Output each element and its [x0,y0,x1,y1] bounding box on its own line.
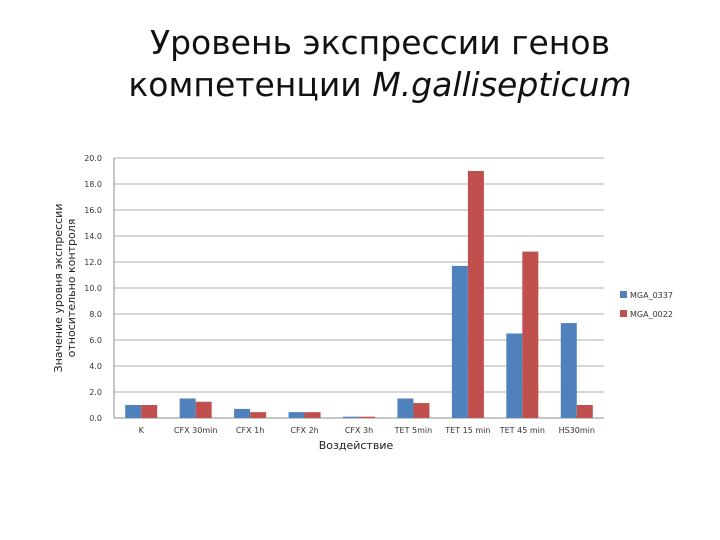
bar-mga-0337 [343,416,359,418]
title-line-2: компетенции M.gallisepticum [80,64,680,106]
bar-mga-0022 [467,171,484,418]
x-tick-label: TET 15 min [444,426,490,435]
x-axis-title: Воздействие [319,439,394,452]
bar-mga-0022 [304,412,321,418]
y-axis-title-line-1: Значение уровня экспрессии [52,204,65,373]
y-tick-label: 2.0 [89,388,102,397]
legend-label: MGA_0337 [630,291,673,300]
x-axis-ticks: K CFX 30min CFX 1h CFX 2h CFX 3h TET 5min TET … [139,426,595,435]
x-tick-label: TET 45 min [499,426,545,435]
y-axis-title-line-2: относительно контроля [65,219,78,358]
x-tick-label: CFX 1h [236,426,264,435]
y-tick-label: 18.0 [84,180,102,189]
y-tick-label: 12.0 [84,258,102,267]
legend: MGA_0337 MGA_0022 [620,291,673,319]
x-tick-label: K [139,426,145,435]
bar-mga-0337 [560,323,577,418]
x-tick-label: TET 5min [394,426,433,435]
bar-mga-0337 [397,398,414,418]
legend-label: MGA_0022 [630,310,673,319]
bar-mga-0022 [250,412,267,418]
title-line-1: Уровень экспрессии генов [149,23,611,62]
bar-mga-0022 [359,416,375,418]
y-axis-ticks: 0.0 2.0 4.0 6.0 8.0 10.0 12.0 14.0 16.0 18.0 20.0 [84,154,102,423]
y-tick-label: 10.0 [84,284,102,293]
legend-swatch [620,291,627,298]
slide-title: Уровень экспрессии генов компетенции M.g… [80,22,680,106]
y-tick-label: 8.0 [89,310,102,319]
bars [125,171,593,418]
x-tick-label: HS30min [559,426,595,435]
y-axis-title: Значение уровня экспрессии относительно … [52,204,78,373]
x-tick-label: CFX 3h [345,426,373,435]
bar-mga-0022 [413,403,430,418]
bar-mga-0337 [506,333,523,418]
x-tick-label: CFX 2h [290,426,318,435]
title-line-2-prefix: компетенции [128,65,373,104]
y-tick-label: 4.0 [89,362,102,371]
y-tick-label: 6.0 [89,336,102,345]
x-tick-label: CFX 30min [174,426,217,435]
bar-mga-0022 [522,251,539,418]
y-tick-label: 14.0 [84,232,102,241]
y-tick-label: 0.0 [89,414,102,423]
y-tick-label: 20.0 [84,154,102,163]
bar-mga-0337 [179,398,196,418]
bar-mga-0337 [234,408,251,418]
title-species-name: M.gallisepticum [372,65,632,104]
y-tick-label: 16.0 [84,206,102,215]
bar-mga-0022 [141,405,158,418]
bar-mga-0337 [125,405,142,418]
bar-mga-0022 [195,401,212,418]
bar-mga-0022 [576,405,593,418]
bar-mga-0337 [288,412,305,418]
legend-swatch [620,310,627,317]
bar-mga-0337 [451,265,468,418]
